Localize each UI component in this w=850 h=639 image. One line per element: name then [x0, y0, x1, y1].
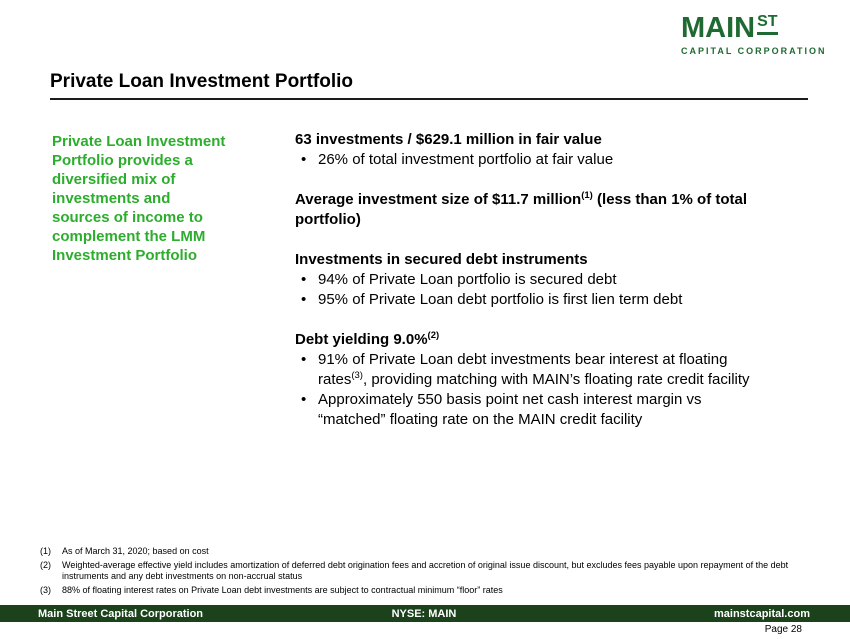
section-heading: Debt yielding 9.0%(2) — [295, 330, 820, 350]
bullet-icon: • — [301, 391, 307, 408]
bullet-line: Approximately 550 basis point net cash i… — [318, 391, 702, 408]
footer-company-name: Main Street Capital Corporation — [38, 607, 204, 620]
bullet-item: • 94% of Private Loan portfolio is secur… — [295, 270, 820, 290]
heading-text: Average investment size of $11.7 million — [295, 191, 582, 208]
bullet-icon: • — [301, 151, 307, 168]
section-heading-line2: portfolio) — [295, 211, 361, 228]
footnote-text: As of March 31, 2020; based on cost — [62, 546, 209, 556]
bullet-item: • 26% of total investment portfolio at f… — [295, 150, 820, 170]
sidebar-line: Private Loan Investment — [52, 133, 226, 150]
footnote-number: (3) — [40, 585, 51, 595]
bullet-line: “matched” floating rate on the MAIN cred… — [318, 411, 643, 428]
page-title: Private Loan Investment Portfolio — [50, 71, 353, 92]
bullet-line: rates(3), providing matching with MAIN’s… — [318, 370, 750, 390]
bullet-icon: • — [301, 351, 307, 368]
heading-text: Debt yielding 9.0% — [295, 331, 428, 348]
sidebar-line: investments and — [52, 190, 171, 207]
logo-st-superscript: ST — [757, 14, 778, 35]
bullet-icon: • — [301, 291, 307, 308]
bullet-text: 91% of Private Loan debt investments bea… — [318, 350, 750, 390]
bullet-text: 94% of Private Loan portfolio is secured… — [318, 271, 617, 288]
logo-main-text: MAIN — [681, 12, 756, 44]
footer-website: mainstcapital.com — [714, 607, 810, 620]
footer-bar: Main Street Capital Corporation NYSE: MA… — [0, 605, 850, 622]
bullet-text: 26% of total investment portfolio at fai… — [318, 151, 614, 168]
footnote-2: (2) Weighted-average effective yield inc… — [40, 560, 822, 582]
footnote-number: (1) — [40, 546, 51, 556]
footnote-number: (2) — [40, 560, 51, 570]
bullet-icon: • — [301, 271, 307, 288]
section-average-size: Average investment size of $11.7 million… — [295, 190, 820, 230]
bullet-item: • Approximately 550 basis point net cash… — [295, 390, 820, 430]
footnote-ref-3: (3) — [351, 370, 363, 381]
bullet-text-part: rates — [318, 371, 352, 388]
footnote-text: 88% of floating interest rates on Privat… — [62, 585, 503, 595]
main-content: 63 investments / $629.1 million in fair … — [295, 130, 820, 450]
heading-text: (less than 1% of total — [592, 191, 748, 208]
bullet-line: 91% of Private Loan debt investments bea… — [318, 351, 728, 368]
title-divider — [50, 98, 808, 100]
bullet-text: 95% of Private Loan debt portfolio is fi… — [318, 291, 683, 308]
footnote-1: (1) As of March 31, 2020; based on cost — [40, 546, 822, 557]
sidebar-line: complement the LMM — [52, 228, 206, 245]
section-heading: Average investment size of $11.7 million… — [295, 190, 820, 210]
sidebar-line: diversified mix of — [52, 171, 176, 188]
company-logo: MAIN ST CAPITAL CORPORATION — [681, 14, 827, 57]
bullet-item: • 95% of Private Loan debt portfolio is … — [295, 290, 820, 310]
footnote-3: (3) 88% of floating interest rates on Pr… — [40, 585, 822, 596]
section-secured-debt: Investments in secured debt instruments … — [295, 250, 820, 310]
sidebar-callout: Private Loan Investment Portfolio provid… — [52, 132, 292, 265]
bullet-text-part: , providing matching with MAIN’s floatin… — [362, 371, 750, 388]
bullet-item: • 91% of Private Loan debt investments b… — [295, 350, 820, 390]
footnote-ref-1: (1) — [581, 190, 593, 201]
footer-ticker: NYSE: MAIN — [391, 607, 457, 620]
section-heading: Investments in secured debt instruments — [295, 251, 588, 268]
footnotes: (1) As of March 31, 2020; based on cost … — [40, 546, 822, 599]
logo-subtitle: CAPITAL CORPORATION — [681, 46, 827, 56]
footnote-ref-2: (2) — [427, 330, 440, 341]
section-fair-value: 63 investments / $629.1 million in fair … — [295, 130, 820, 170]
section-heading: 63 investments / $629.1 million in fair … — [295, 131, 602, 148]
sidebar-line: Investment Portfolio — [52, 247, 198, 264]
sidebar-line: Portfolio provides a — [52, 152, 193, 169]
bullet-text: Approximately 550 basis point net cash i… — [318, 390, 702, 430]
logo-wordmark: MAIN ST — [681, 14, 827, 43]
section-debt-yield: Debt yielding 9.0%(2) • 91% of Private L… — [295, 330, 820, 430]
page-number: Page 28 — [764, 624, 802, 635]
footnote-text: Weighted-average effective yield include… — [62, 560, 789, 581]
sidebar-line: sources of income to — [52, 209, 203, 226]
